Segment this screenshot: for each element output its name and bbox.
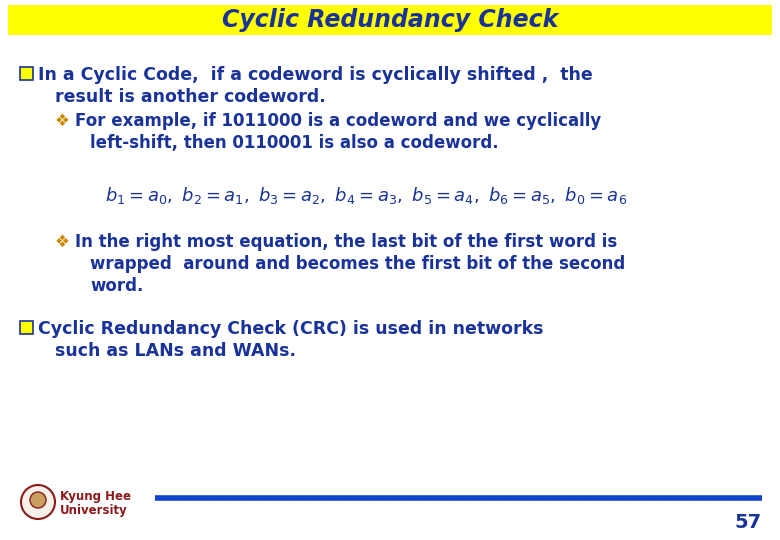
Text: For example, if 1011000 is a codeword and we cyclically: For example, if 1011000 is a codeword an…	[75, 112, 601, 130]
Text: Kyung Hee: Kyung Hee	[60, 490, 131, 503]
Text: Cyclic Redundancy Check: Cyclic Redundancy Check	[222, 8, 558, 32]
Text: such as LANs and WANs.: such as LANs and WANs.	[55, 342, 296, 360]
Text: word.: word.	[90, 277, 144, 295]
Text: Cyclic Redundancy Check (CRC) is used in networks: Cyclic Redundancy Check (CRC) is used in…	[38, 320, 544, 338]
Text: ❖: ❖	[55, 112, 70, 130]
Text: $b_1 = a_0,\ b_2 = a_1,\ b_3 = a_2,\ b_4 = a_3,\ b_5 = a_4,\ b_6 = a_5,\ b_0 = a: $b_1 = a_0,\ b_2 = a_1,\ b_3 = a_2,\ b_4…	[105, 185, 627, 206]
Text: left-shift, then 0110001 is also a codeword.: left-shift, then 0110001 is also a codew…	[90, 134, 498, 152]
Text: wrapped  around and becomes the first bit of the second: wrapped around and becomes the first bit…	[90, 255, 626, 273]
Text: In the right most equation, the last bit of the first word is: In the right most equation, the last bit…	[75, 233, 617, 251]
Circle shape	[30, 492, 46, 508]
Circle shape	[21, 485, 55, 519]
FancyBboxPatch shape	[20, 67, 33, 80]
Text: University: University	[60, 504, 128, 517]
Text: In a Cyclic Code,  if a codeword is cyclically shifted ,  the: In a Cyclic Code, if a codeword is cycli…	[38, 66, 593, 84]
FancyBboxPatch shape	[20, 321, 33, 334]
Text: result is another codeword.: result is another codeword.	[55, 88, 326, 106]
Text: ❖: ❖	[55, 233, 70, 251]
FancyBboxPatch shape	[8, 5, 772, 35]
Text: 57: 57	[735, 513, 762, 532]
